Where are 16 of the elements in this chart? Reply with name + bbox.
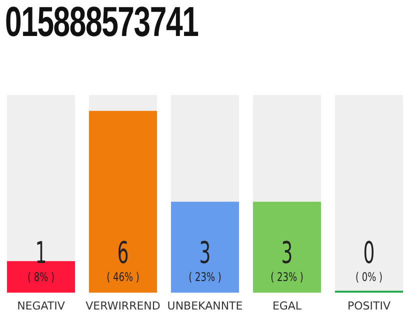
annotation: 6 [117, 234, 129, 270]
data-label: ( 23% ) [188, 270, 222, 284]
x-tick-label: POSITIV [347, 299, 391, 312]
x-tick-label: NEGATIV [17, 299, 66, 312]
data-label: ( 46% ) [106, 270, 140, 284]
x-tick-label: EGAL [272, 299, 302, 312]
x-tick-label: VERWIRREND [86, 299, 160, 312]
data-label: ( 23% ) [270, 270, 304, 284]
data-label: ( 0% ) [356, 270, 382, 284]
chart-title: 015888573741 [5, 0, 198, 46]
annotation: 3 [199, 234, 211, 270]
annotation: 3 [281, 234, 293, 270]
x-tick-label: UNBEKANNTE [167, 299, 243, 312]
annotation: 1 [35, 234, 47, 270]
annotation: 0 [363, 234, 375, 270]
data-label: ( 8% ) [28, 270, 54, 284]
